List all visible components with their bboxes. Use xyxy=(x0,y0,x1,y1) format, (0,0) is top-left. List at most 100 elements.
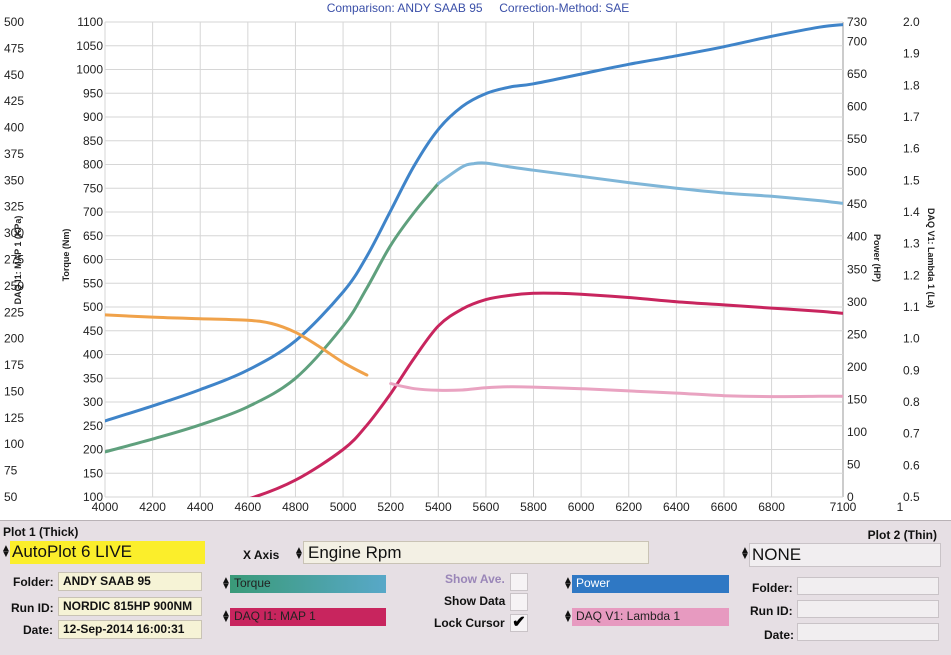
lambda-tick-label: 1.5 xyxy=(903,173,920,187)
dyno-chart: Comparison: ANDY SAAB 95 Correction-Meth… xyxy=(0,0,951,520)
folder-field[interactable]: ANDY SAAB 95 xyxy=(58,572,202,591)
show-data-label: Show Data xyxy=(444,594,506,608)
show-ave-label: Show Ave. xyxy=(445,572,505,586)
lambda-axis-title: DAQ V1: Lambda 1 (La) xyxy=(926,208,936,308)
series-line-daq-v1-lambda-1 xyxy=(105,313,369,377)
lambda-tick-label: 1.7 xyxy=(903,110,920,124)
torque-axis-title: Torque (Nm) xyxy=(61,229,71,282)
axis-titles: DAQ I1: MAP 1 (KPa) Torque (Nm) Power (HP)… xyxy=(13,208,936,308)
show-ave-checkbox[interactable] xyxy=(510,573,528,591)
x-tick-label: 4800 xyxy=(282,500,309,514)
torque-updown-icon[interactable]: ▲ ▼ xyxy=(221,575,231,592)
series-line-daq-v1-lambda-1-tail xyxy=(389,382,843,399)
torque-tick-label: 700 xyxy=(83,205,103,219)
plot2-date-field[interactable] xyxy=(797,623,939,641)
torque-tick-label: 950 xyxy=(83,86,103,100)
x-tick-label: 5600 xyxy=(473,500,500,514)
power-tick-label: 250 xyxy=(847,327,867,341)
folder-label: Folder: xyxy=(13,575,54,589)
torque-tick-label: 500 xyxy=(83,300,103,314)
torque-tick-label: 1100 xyxy=(77,15,103,29)
torque-tick-label: 100 xyxy=(83,490,103,504)
lock-cursor-checkbox[interactable]: ✔ xyxy=(510,614,528,632)
torque-select[interactable]: Torque xyxy=(230,575,386,593)
power-tick-label: 50 xyxy=(847,457,861,471)
plot2-runid-field[interactable] xyxy=(797,600,939,618)
tick-labels: 4000 4200 4400 4600 4800 5000 5200 5400 5600 5800… xyxy=(4,15,920,514)
series-line-daq-i1-map-1 xyxy=(249,291,843,497)
map-tick-label: 425 xyxy=(4,94,24,108)
lambda-tick-label: 2.0 xyxy=(903,15,920,29)
x-tick-label: 4200 xyxy=(139,500,166,514)
x-extra-label: 1 xyxy=(897,500,904,514)
power-axis-title: Power (HP) xyxy=(872,234,882,282)
control-panel: Plot 1 (Thick) Plot 2 (Thin) ▲ ▼ AutoPlot… xyxy=(0,520,951,655)
lambda-tick-label: 0.7 xyxy=(903,427,920,441)
x-tick-label: 4600 xyxy=(234,500,261,514)
x-tick-label: 4400 xyxy=(187,500,214,514)
x-tick-label: 5800 xyxy=(520,500,547,514)
power-tick-label: 400 xyxy=(847,230,867,244)
x-tick-label: 5400 xyxy=(425,500,452,514)
plot1-updown-icon[interactable]: ▲ ▼ xyxy=(1,543,11,560)
plot1-title: Plot 1 (Thick) xyxy=(3,525,79,539)
lambda-tick-label: 0.8 xyxy=(903,395,920,409)
torque-tick-label: 1000 xyxy=(76,63,103,77)
date-field[interactable]: 12-Sep-2014 16:00:31 xyxy=(58,620,202,639)
map-tick-label: 300 xyxy=(4,226,24,240)
power-updown-icon[interactable]: ▲ ▼ xyxy=(563,575,573,592)
map-select[interactable]: DAQ I1: MAP 1 xyxy=(230,608,386,626)
x-tick-label: 4000 xyxy=(92,500,119,514)
lambda-tick-label: 0.9 xyxy=(903,363,920,377)
power-tick-label: 350 xyxy=(847,262,867,276)
series-line-power xyxy=(105,23,843,423)
plot2-select[interactable]: NONE xyxy=(749,543,941,567)
xaxis-updown-icon[interactable]: ▲ ▼ xyxy=(294,545,304,562)
torque-tick-label: 400 xyxy=(83,348,103,362)
power-select[interactable]: Power xyxy=(572,575,729,593)
map-tick-label: 275 xyxy=(4,253,24,267)
torque-tick-label: 350 xyxy=(83,371,103,385)
plot2-folder-label: Folder: xyxy=(752,581,793,595)
xaxis-select[interactable]: Engine Rpm xyxy=(303,541,649,564)
map-tick-label: 175 xyxy=(4,358,24,372)
map-tick-label: 50 xyxy=(4,490,18,504)
show-data-checkbox[interactable] xyxy=(510,593,528,611)
xaxis-label: X Axis xyxy=(243,548,280,562)
plot2-title: Plot 2 (Thin) xyxy=(867,528,937,542)
power-tick-label: 0 xyxy=(847,490,854,504)
lock-cursor-label: Lock Cursor xyxy=(434,616,505,630)
map-tick-label: 75 xyxy=(4,464,18,478)
torque-tick-label: 750 xyxy=(83,181,103,195)
grid-lines xyxy=(104,21,844,498)
lambda-tick-label: 1.1 xyxy=(903,300,920,314)
plot2-updown-icon[interactable]: ▲ ▼ xyxy=(740,545,750,562)
runid-field[interactable]: NORDIC 815HP 900NM xyxy=(58,597,202,616)
lambda-tick-label: 1.6 xyxy=(903,142,920,156)
torque-tick-label: 650 xyxy=(83,229,103,243)
lambda-tick-label: 1.3 xyxy=(903,237,920,251)
lambda-updown-icon[interactable]: ▲ ▼ xyxy=(563,608,573,625)
power-tick-label: 600 xyxy=(847,100,867,114)
torque-tick-label: 550 xyxy=(83,276,103,290)
power-tick-label: 300 xyxy=(847,295,867,309)
map-tick-label: 500 xyxy=(4,15,24,29)
torque-tick-label: 600 xyxy=(83,253,103,267)
map-tick-label: 325 xyxy=(4,200,24,214)
map-updown-icon[interactable]: ▲ ▼ xyxy=(221,608,231,625)
plot2-folder-field[interactable] xyxy=(797,577,939,595)
lambda-tick-label: 1.8 xyxy=(903,78,920,92)
x-tick-label: 6600 xyxy=(711,500,738,514)
power-tick-label: 450 xyxy=(847,197,867,211)
torque-tick-label: 250 xyxy=(83,419,103,433)
series-line-torque-tail xyxy=(436,161,843,205)
plot1-select[interactable]: AutoPlot 6 LIVE xyxy=(10,541,205,564)
map-tick-label: 250 xyxy=(4,279,24,293)
x-tick-label: 6000 xyxy=(568,500,595,514)
power-tick-label: 700 xyxy=(847,35,867,49)
map-tick-label: 400 xyxy=(4,121,24,135)
lambda-select[interactable]: DAQ V1: Lambda 1 xyxy=(572,608,729,626)
map-tick-label: 450 xyxy=(4,68,24,82)
check-icon: ✔ xyxy=(512,614,526,631)
map-tick-label: 350 xyxy=(4,173,24,187)
